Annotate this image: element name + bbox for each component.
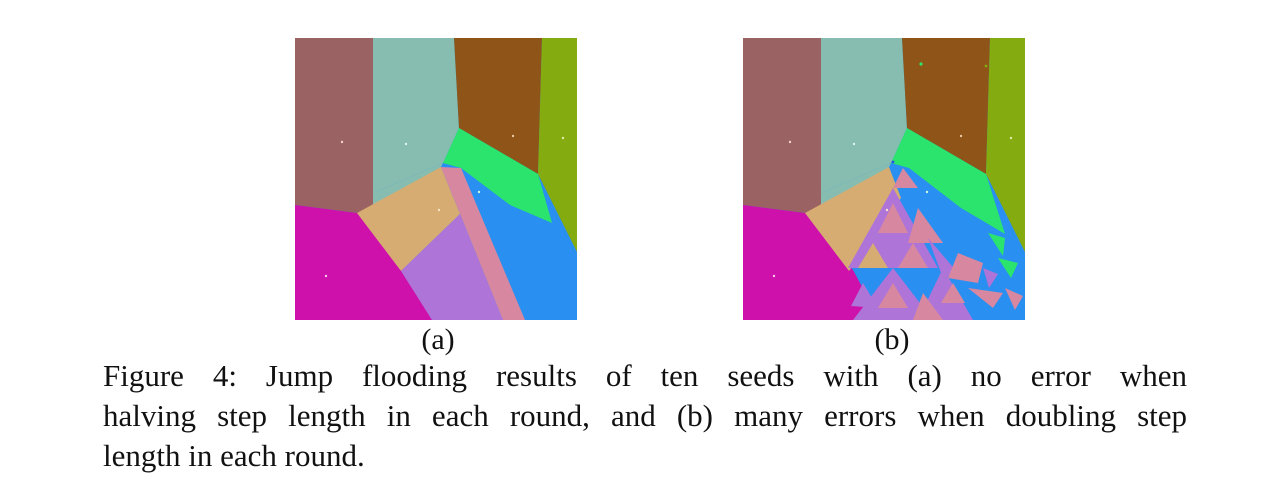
caption-line-3: length in each round. <box>103 438 365 473</box>
caption-line-2: halving step length in each round, and (… <box>103 398 1187 433</box>
panel-label-a: (a) <box>421 323 455 356</box>
voronoi-panel-b <box>743 38 1025 320</box>
voronoi-image-a <box>295 38 577 320</box>
voronoi-panel-a <box>295 38 577 320</box>
figure-caption: Figure 4: Jump flooding results of ten s… <box>103 356 1187 476</box>
voronoi-image-b <box>743 38 1025 320</box>
caption-line-1: Figure 4: Jump flooding results of ten s… <box>103 358 1187 393</box>
panel-label-b: (b) <box>874 323 910 356</box>
